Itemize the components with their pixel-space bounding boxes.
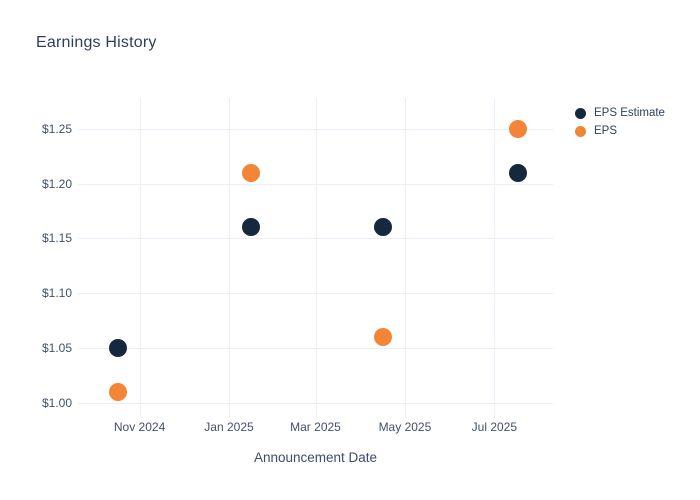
- data-point-eps-estimate[interactable]: [373, 218, 392, 237]
- y-tick-label: $1.15: [41, 231, 72, 246]
- x-axis-title: Announcement Date: [253, 450, 378, 465]
- y-tick-label: $1.20: [41, 176, 72, 191]
- data-point-eps-estimate[interactable]: [241, 218, 260, 237]
- legend: EPS Estimate EPS: [575, 104, 665, 140]
- x-tick-label: Mar 2025: [290, 420, 341, 434]
- legend-item-eps[interactable]: EPS: [575, 122, 665, 140]
- chart-title: Earnings History: [36, 34, 157, 51]
- x-tick-label: Jul 2025: [471, 420, 518, 434]
- data-point-eps[interactable]: [373, 327, 392, 346]
- x-gridline: [229, 98, 230, 417]
- plot-area: [78, 98, 553, 417]
- x-tick-label: Jan 2025: [204, 420, 254, 434]
- data-point-eps[interactable]: [508, 119, 527, 138]
- x-gridline: [404, 98, 406, 417]
- data-point-eps-estimate[interactable]: [508, 163, 527, 182]
- x-gridline: [315, 98, 317, 417]
- x-gridline: [139, 98, 141, 417]
- y-tick-label: $1.25: [41, 121, 72, 136]
- data-point-eps[interactable]: [241, 163, 260, 182]
- legend-label: EPS: [594, 125, 618, 137]
- legend-marker-icon: [575, 107, 586, 119]
- legend-label: EPS Estimate: [594, 107, 665, 119]
- y-tick-label: $1.10: [41, 286, 72, 301]
- x-tick-label: Nov 2024: [113, 420, 166, 434]
- legend-marker-icon: [575, 125, 586, 137]
- data-point-eps-estimate[interactable]: [108, 338, 127, 357]
- x-gridline: [494, 98, 496, 417]
- y-tick-label: $1.00: [41, 395, 72, 410]
- legend-item-eps-estimate[interactable]: EPS Estimate: [575, 104, 665, 122]
- x-tick-label: May 2025: [378, 420, 432, 434]
- data-point-eps[interactable]: [108, 382, 127, 401]
- y-tick-label: $1.05: [41, 340, 72, 355]
